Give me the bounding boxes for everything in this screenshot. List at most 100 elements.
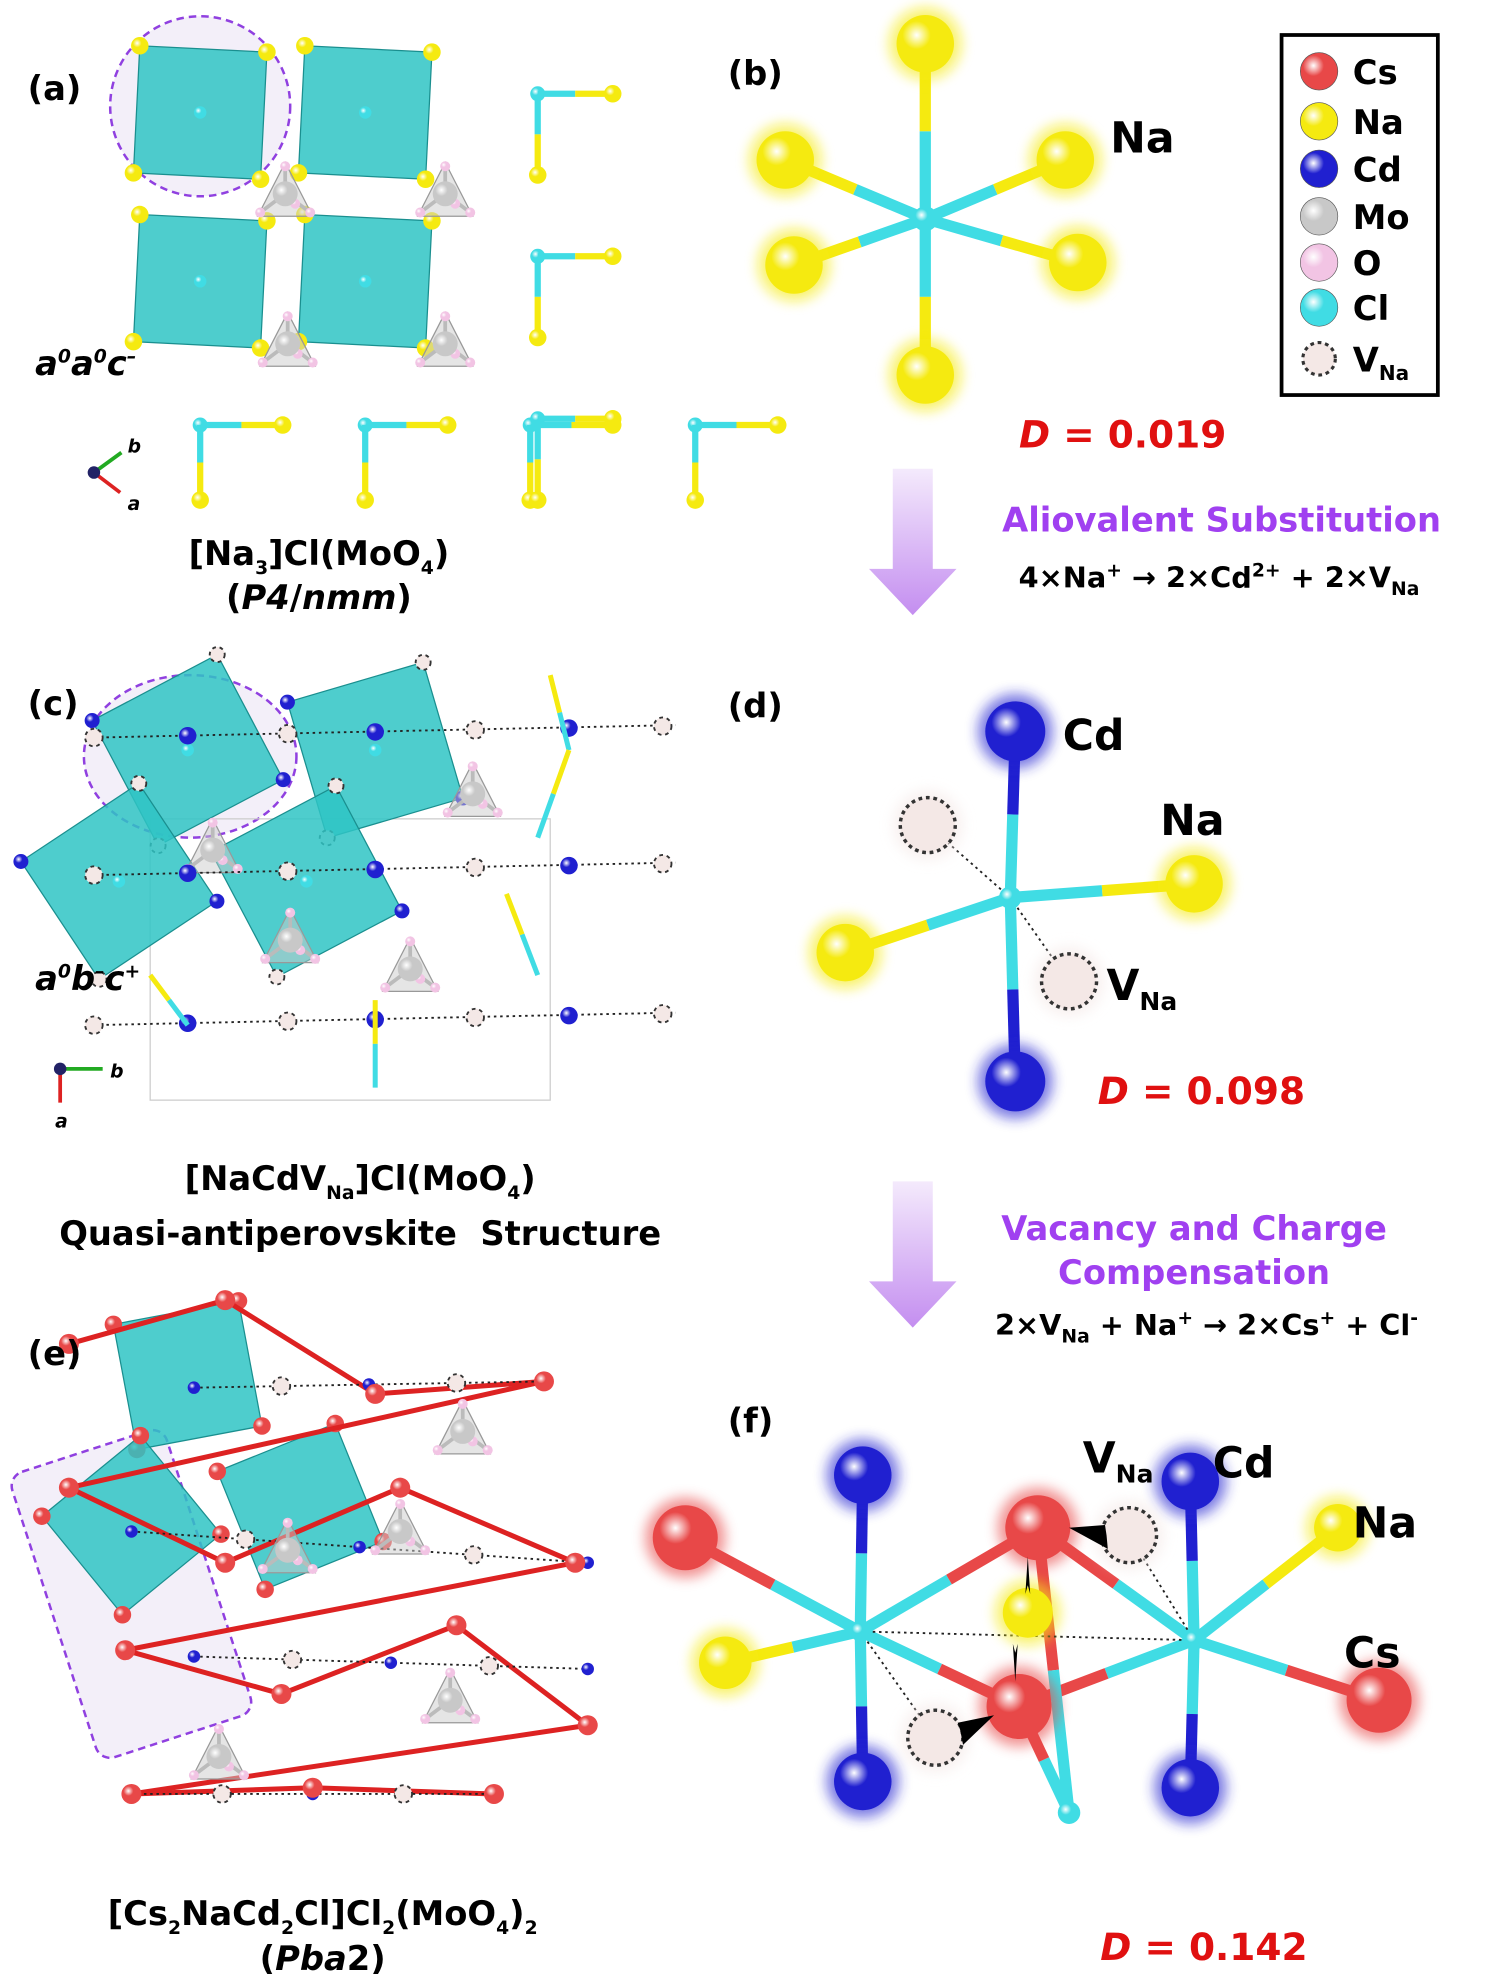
move-arrow [1069, 1525, 1108, 1549]
vacancy [235, 1529, 256, 1549]
atom-label: Na [1160, 797, 1224, 846]
atom-label: Cd [1063, 712, 1125, 761]
atom [420, 1713, 431, 1724]
atom [440, 161, 451, 172]
legend-label: Cl [1353, 289, 1389, 328]
atom [131, 37, 149, 55]
vacancy [465, 720, 485, 740]
atom [446, 1615, 467, 1636]
atom [395, 1498, 406, 1509]
atom [112, 875, 126, 888]
atom [302, 1777, 323, 1798]
atom [193, 275, 207, 288]
bond [68, 1297, 226, 1347]
atom [416, 170, 435, 189]
atom [353, 1540, 366, 1554]
bond [519, 933, 541, 977]
atom [257, 1563, 268, 1574]
atom [560, 1006, 578, 1025]
axis-label: b [128, 437, 141, 458]
bond [280, 1622, 458, 1697]
atom [296, 37, 314, 55]
atom [206, 1743, 232, 1769]
bond [223, 1298, 377, 1397]
atom-label: VNa [1083, 1435, 1154, 1489]
atom [1049, 233, 1107, 292]
formula: [Cs2NaCd2Cl]Cl2(MoO4)2 [108, 1894, 538, 1939]
legend-label: VNa [1353, 340, 1409, 385]
atom [986, 1673, 1052, 1739]
bond [854, 1553, 868, 1632]
atom [33, 1507, 51, 1525]
atom [208, 1462, 227, 1481]
legend-label: V [1353, 340, 1379, 379]
atom [289, 164, 308, 182]
atom [380, 982, 391, 993]
bond [1104, 1634, 1197, 1679]
atom [356, 491, 374, 509]
vacancy [1099, 1505, 1159, 1565]
vacancy [90, 970, 108, 988]
dotted-bond [1128, 1534, 1195, 1641]
bond [925, 892, 1013, 931]
vacancy [278, 1011, 298, 1031]
atom [1184, 1630, 1205, 1651]
space-group: (P4/nmm) [226, 578, 412, 617]
vacancy [208, 646, 226, 663]
atom [213, 1723, 224, 1734]
atom [467, 761, 478, 772]
atom [565, 1552, 586, 1573]
dotted-bond [1009, 897, 1070, 982]
atom [232, 863, 243, 874]
legend-label: Cs [1353, 53, 1398, 92]
bond [399, 1485, 577, 1565]
atom [442, 807, 453, 818]
atom [115, 1640, 136, 1661]
distortion: D = 0.098 [1098, 1069, 1305, 1113]
atom [307, 1563, 318, 1574]
atom [280, 161, 291, 172]
tilt: a0a0c– [35, 344, 136, 383]
atom [577, 1715, 598, 1736]
bond [1192, 1634, 1289, 1676]
atom [257, 357, 268, 368]
atom [834, 1446, 892, 1504]
bond [857, 1626, 943, 1675]
distortion: D = 0.019 [1019, 413, 1226, 457]
vacancy [278, 861, 298, 881]
vacancy [84, 865, 104, 885]
legend-swatch [1300, 197, 1339, 236]
atom [275, 772, 291, 788]
atom [256, 1580, 274, 1599]
atom [581, 1662, 594, 1676]
atom [560, 856, 578, 875]
vacancy [268, 968, 286, 986]
atom [384, 1656, 398, 1669]
vacancy [84, 727, 104, 748]
atom [896, 346, 955, 404]
atom [528, 491, 547, 509]
atom [300, 875, 313, 888]
atom [769, 416, 787, 434]
atom-label: Na [1353, 1500, 1417, 1549]
atom [1161, 1758, 1220, 1817]
atom [305, 207, 316, 218]
atom [200, 837, 226, 863]
bond [131, 1722, 589, 1797]
vacancy [653, 716, 673, 736]
atom [131, 1426, 150, 1445]
bond [923, 213, 1004, 247]
atom [765, 236, 823, 294]
legend-swatch [1300, 288, 1339, 327]
atom [282, 1517, 293, 1528]
bond [1004, 814, 1019, 898]
atom [834, 1752, 892, 1811]
axes [53, 451, 123, 1103]
legend-swatch [1301, 340, 1337, 377]
atom [125, 1525, 138, 1538]
atom-label: Na [1110, 115, 1174, 164]
atom [896, 15, 955, 73]
atom [258, 43, 276, 61]
atom [437, 1687, 463, 1713]
